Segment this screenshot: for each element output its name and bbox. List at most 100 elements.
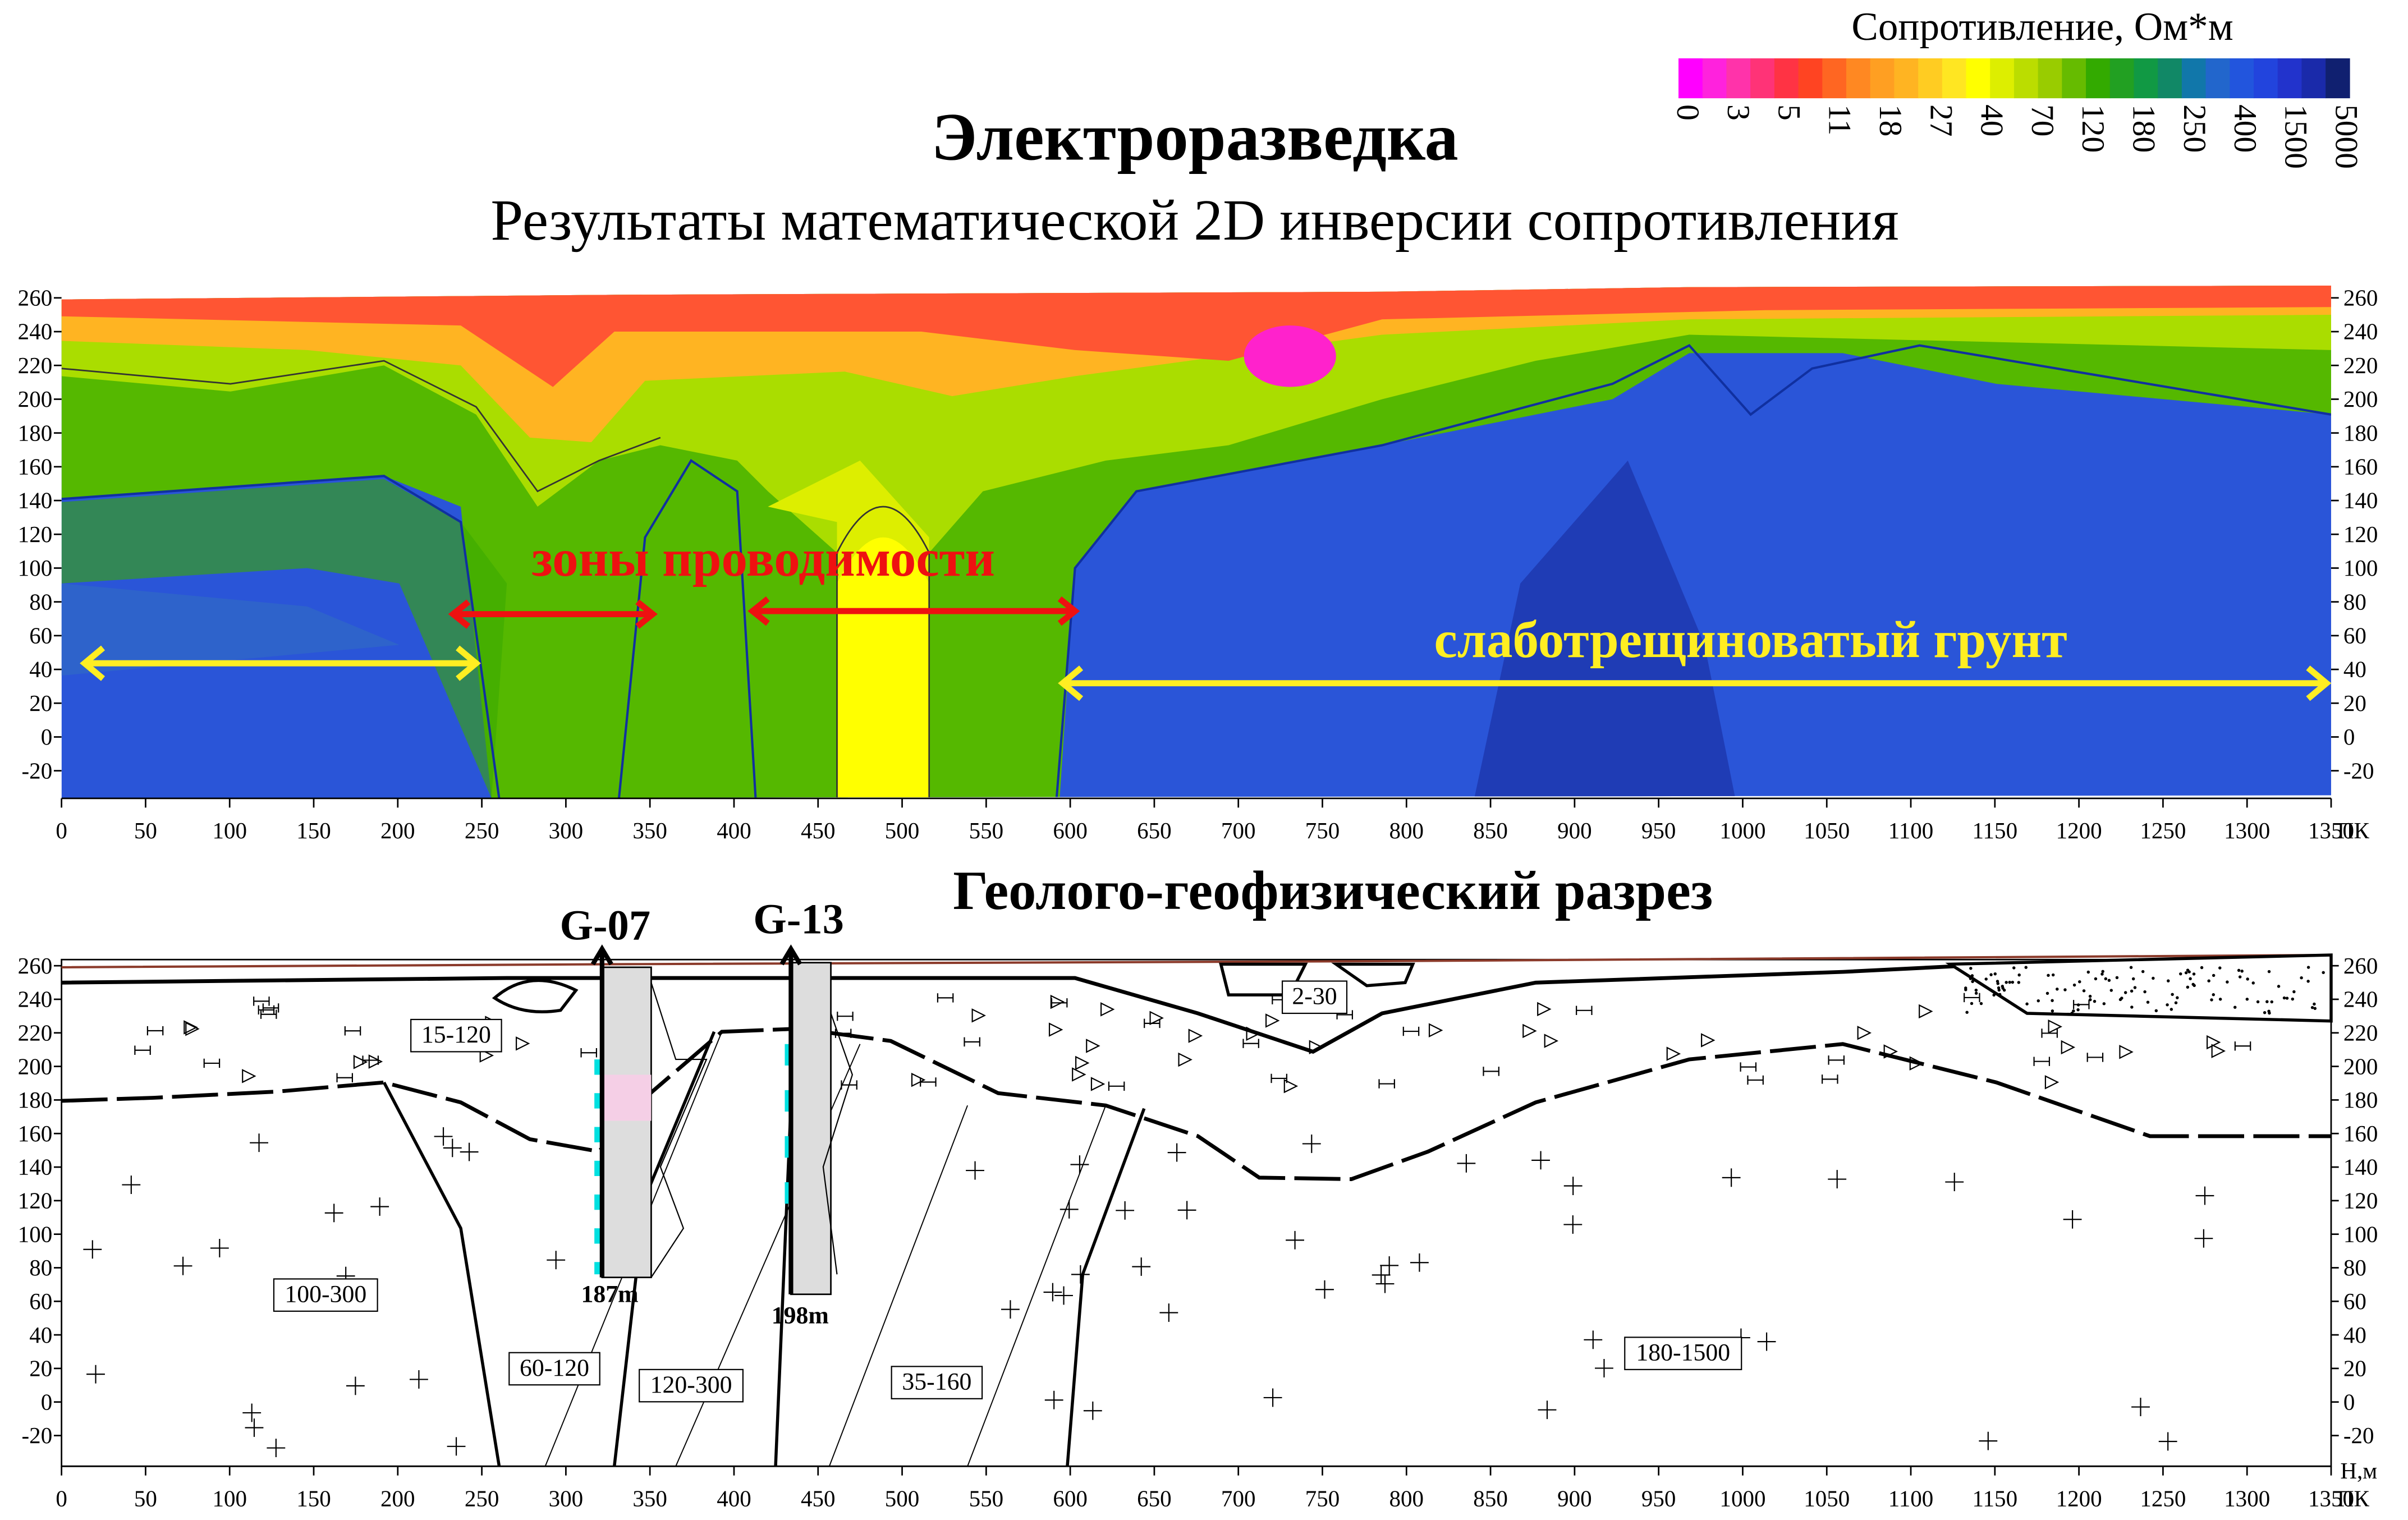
sand-dot: [2130, 1005, 2134, 1009]
sand-dot: [2070, 1012, 2074, 1015]
granite-symbol: [2195, 1186, 2214, 1205]
sediment-symbol: [1051, 998, 1068, 1008]
sediment-symbol: [1666, 1046, 1681, 1061]
x-tick-label: 950: [1641, 1485, 1676, 1511]
y-tick-label: -20: [2343, 757, 2374, 783]
sediment-symbol: [1883, 1044, 1898, 1059]
granite-symbol: [1979, 1431, 1998, 1450]
legend-label: 250: [2177, 104, 2212, 153]
x-tick-label: 500: [885, 818, 920, 843]
granite-symbol: [1380, 1256, 1399, 1275]
legend-swatch: [1678, 58, 1703, 99]
y-tick-label: 20: [29, 1356, 52, 1381]
granite-symbol: [410, 1370, 428, 1389]
sand-dot: [2184, 971, 2188, 975]
granite-symbol: [267, 1439, 286, 1457]
y-tick-label: 100: [18, 555, 53, 581]
sediment-symbol: [1828, 1055, 1845, 1065]
sediment-symbol: [1544, 1034, 1559, 1048]
sediment-symbol: [184, 1020, 198, 1035]
sediment-symbol: [368, 1054, 383, 1069]
sand-dot: [2170, 1008, 2173, 1011]
sediment-symbol: [1428, 1023, 1443, 1037]
x-unit: ПК: [2337, 1485, 2370, 1511]
sediment-symbol: [1149, 1011, 1164, 1026]
sand-dot: [2082, 989, 2086, 993]
sand-dot: [2104, 977, 2108, 981]
granite-symbol: [86, 1365, 105, 1384]
granite-symbol: [250, 1133, 268, 1152]
y-tick-label: 80: [29, 1255, 52, 1280]
sediment-symbol: [1072, 1067, 1086, 1082]
title: Электроразведка: [931, 100, 1458, 175]
sand-dot: [1974, 988, 1978, 992]
sand-dot: [1971, 980, 1974, 984]
zone-label: 120-300: [650, 1371, 732, 1398]
x-tick-label: 700: [1221, 818, 1256, 843]
legend-swatch: [2254, 58, 2278, 99]
x-tick-label: 250: [465, 1485, 499, 1511]
sand-dot: [2313, 1002, 2316, 1006]
legend-swatch: [2134, 58, 2158, 99]
x-tick-label: 950: [1641, 818, 1676, 843]
sediment-symbol: [2041, 1028, 2058, 1038]
sediment-symbol: [344, 1026, 361, 1036]
sediment-symbol: [1100, 1002, 1115, 1017]
legend-swatch: [1942, 58, 1967, 99]
sand-dot: [2141, 970, 2145, 973]
sand-dot: [2129, 966, 2133, 969]
sand-dot: [2322, 971, 2325, 975]
sand-dot: [2245, 998, 2249, 1001]
sand-dot: [2277, 985, 2281, 988]
y-tick-label: 240: [2343, 986, 2378, 1012]
legend-swatch: [2158, 58, 2182, 99]
x-tick-label: 1200: [2056, 1485, 2102, 1511]
legend-swatch: [2277, 58, 2302, 99]
y-tick-label: 100: [2343, 1221, 2378, 1247]
granite-symbol: [1595, 1359, 1613, 1377]
x-tick-label: 600: [1053, 1485, 1088, 1511]
sediment-symbol: [242, 1069, 256, 1083]
y-tick-label: 160: [18, 454, 53, 480]
y-tick-label: 40: [2343, 1322, 2366, 1348]
legend-swatch: [2230, 58, 2254, 99]
sediment-symbol: [1378, 1079, 1395, 1089]
x-tick-label: 500: [885, 1485, 920, 1511]
granite-symbol: [173, 1256, 192, 1275]
legend-label: 11: [1822, 104, 1857, 135]
y-tick-label: 0: [41, 1389, 53, 1415]
y-tick-label: 200: [2343, 386, 2378, 412]
zone-label: 100-300: [285, 1280, 366, 1307]
annotation: слаботрещиноватый грунт: [1434, 611, 2067, 669]
legend-label: 180: [2126, 104, 2161, 153]
sand-dot: [2056, 988, 2059, 991]
sediment-symbol: [2073, 1000, 2090, 1009]
legend-label: 3: [1721, 104, 1756, 121]
sand-dot: [1996, 982, 1999, 985]
y-tick-label: -20: [22, 1422, 53, 1448]
x-tick-label: 750: [1305, 1485, 1340, 1511]
sand-dot: [2267, 970, 2271, 973]
sediment-symbol: [185, 1022, 200, 1036]
x-tick-label: 1150: [1973, 818, 2018, 843]
sand-dot: [2017, 981, 2021, 984]
legend-label: 18: [1873, 104, 1908, 136]
granite-symbol: [966, 1161, 984, 1180]
zone-label: 60-120: [520, 1354, 589, 1381]
sediment-symbol: [1822, 1074, 1838, 1084]
y-tick-label: 40: [29, 1322, 52, 1348]
sand-dot: [2282, 996, 2286, 1000]
sand-dot: [2047, 973, 2050, 977]
granite-symbol: [346, 1376, 365, 1395]
x-tick-label: 750: [1305, 818, 1340, 843]
sand-dot: [2072, 1009, 2075, 1013]
granite-symbol: [122, 1175, 141, 1194]
sediment-symbol: [2061, 1040, 2076, 1055]
sand-dot: [2251, 981, 2255, 985]
granite-symbol: [2063, 1210, 2082, 1229]
sediment-symbol: [2119, 1045, 2134, 1059]
x-tick-label: 0: [56, 818, 67, 843]
sand-dot: [2017, 973, 2021, 977]
zone-box: [410, 1018, 502, 1053]
